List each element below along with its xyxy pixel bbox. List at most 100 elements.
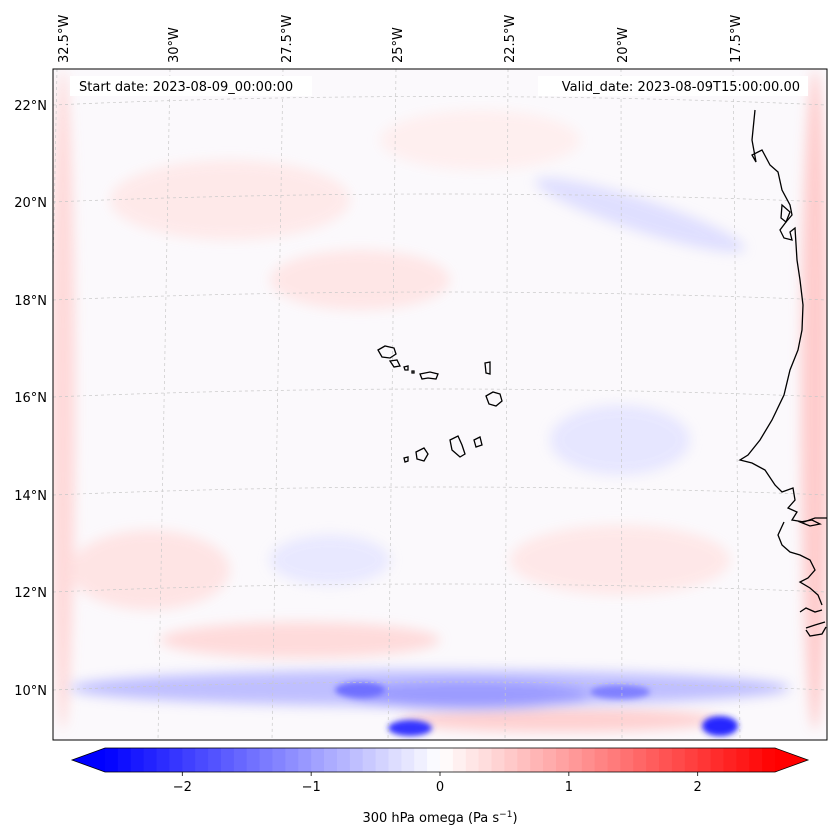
colorbar-segment	[607, 748, 621, 772]
omega-negative-core	[702, 716, 738, 736]
colorbar-segment	[182, 748, 196, 772]
map-panel: Start date: 2023-08-09_00:00:00 Valid_da…	[52, 68, 828, 741]
colorbar-extend-min	[72, 748, 105, 772]
coastlines	[377, 109, 827, 637]
valid-date-label: Valid_date: 2023-08-09T15:00:00.00	[562, 80, 800, 95]
gridline-lon	[271, 69, 284, 740]
colorbar-segment	[555, 748, 570, 772]
colorbar-segment	[285, 748, 299, 772]
gridline-lon	[504, 69, 509, 740]
omega-field	[53, 70, 827, 736]
omega-negative-band	[350, 681, 590, 709]
map-frame	[52, 68, 828, 741]
colorbar-segment	[117, 748, 132, 772]
colorbar-segment	[594, 748, 609, 772]
colorbar-segment	[762, 748, 776, 772]
island-sao-vicente	[388, 359, 401, 368]
africa-coastline	[738, 109, 827, 637]
omega-positive-patch	[53, 70, 75, 730]
colorbar-segment	[105, 748, 119, 772]
valid-date-box	[538, 76, 808, 96]
lat-tick-label: 16°N	[14, 391, 47, 406]
colorbar-segment	[143, 748, 158, 772]
lon-tick-label: 20°W	[616, 27, 631, 63]
omega-negative-patch	[535, 177, 745, 253]
lat-tick-label: 22°N	[14, 99, 47, 114]
lat-tick-label: 20°N	[14, 196, 47, 211]
colorbar-segment	[195, 748, 209, 772]
colorbar-label: 300 hPa omega (Pa s−1)	[362, 810, 517, 826]
colorbar-segment	[169, 748, 183, 772]
lat-tick-label: 12°N	[14, 586, 47, 601]
omega-positive-patch	[400, 708, 720, 732]
colorbar: −2 −1 0 1 2 300 hPa omega (Pa s−1)	[70, 747, 810, 826]
colorbar-segment	[478, 748, 493, 772]
gridline-lat	[53, 681, 827, 691]
gridline-lat	[53, 486, 827, 496]
colorbar-segment	[568, 748, 583, 772]
colorbar-segment	[272, 748, 286, 772]
colorbar-tick-label: 2	[694, 780, 702, 795]
colorbar-segment	[646, 748, 660, 772]
colorbar-segment	[504, 748, 518, 772]
colorbar-segment	[543, 748, 557, 772]
gridline-lat	[53, 96, 827, 106]
colorbar-segment	[401, 748, 415, 772]
island-sal	[484, 361, 491, 375]
lon-tick-label: 25°W	[391, 27, 406, 63]
omega-negative-core	[590, 685, 650, 699]
colorbar-tick-label: −1	[302, 780, 321, 795]
start-date-box	[70, 76, 312, 96]
colorbar-segment	[440, 748, 454, 772]
colorbar-segment	[362, 748, 377, 772]
lon-tick-labels: 32.5°W 30°W 27.5°W 25°W 22.5°W 20°W 17.5…	[57, 15, 744, 63]
colorbar-segment	[375, 748, 390, 772]
colorbar-segment	[324, 748, 338, 772]
coastline-estuary	[797, 519, 822, 527]
colorbar-segment	[298, 748, 312, 772]
omega-positive-patch	[110, 160, 350, 240]
colorbar-segment	[259, 748, 274, 772]
colorbar-segment	[311, 748, 325, 772]
island-santa-luzia	[403, 365, 409, 371]
lon-tick-label: 27.5°W	[280, 15, 295, 63]
gridline-lat	[53, 291, 827, 301]
colorbar-segment	[633, 748, 647, 772]
colorbar-segment	[220, 748, 235, 772]
colorbar-segment	[736, 748, 750, 772]
colorbar-tick-label: 1	[565, 780, 573, 795]
lat-tick-labels: 22°N 20°N 18°N 16°N 14°N 12°N 10°N	[14, 99, 47, 699]
omega-positive-patch	[270, 250, 450, 310]
gridline-lon	[732, 69, 741, 740]
colorbar-segment	[233, 748, 248, 772]
graticule	[53, 69, 827, 740]
colorbar-segment	[723, 748, 737, 772]
gridline-lon	[387, 69, 397, 740]
omega-positive-patch	[801, 70, 827, 730]
colorbar-segment	[246, 748, 261, 772]
gridline-lat	[53, 388, 827, 398]
colorbar-tick-label: −2	[173, 780, 192, 795]
colorbar-segment	[697, 748, 712, 772]
omega-positive-patch	[160, 622, 440, 658]
colorbar-segment	[427, 748, 441, 772]
colorbar-segment	[659, 748, 673, 772]
lat-tick-label: 10°N	[14, 684, 47, 699]
colorbar-segment	[530, 748, 544, 772]
gridline-lon	[157, 69, 171, 740]
island-brava	[403, 456, 409, 463]
colorbar-segment	[208, 748, 222, 772]
island-fogo	[415, 447, 429, 462]
colorbar-segment	[130, 748, 145, 772]
colorbar-tick-label: 0	[436, 780, 444, 795]
colorbar-segment	[581, 748, 596, 772]
omega-negative-core	[388, 720, 432, 736]
coastline-islet	[780, 203, 791, 224]
island-islet	[411, 370, 415, 374]
colorbar-segment	[671, 748, 686, 772]
omega-negative-core	[335, 682, 385, 698]
colorbar-extend-max	[775, 748, 808, 772]
colorbar-outline	[70, 747, 810, 773]
colorbar-segment	[710, 748, 725, 772]
lon-tick-label: 32.5°W	[57, 15, 72, 63]
